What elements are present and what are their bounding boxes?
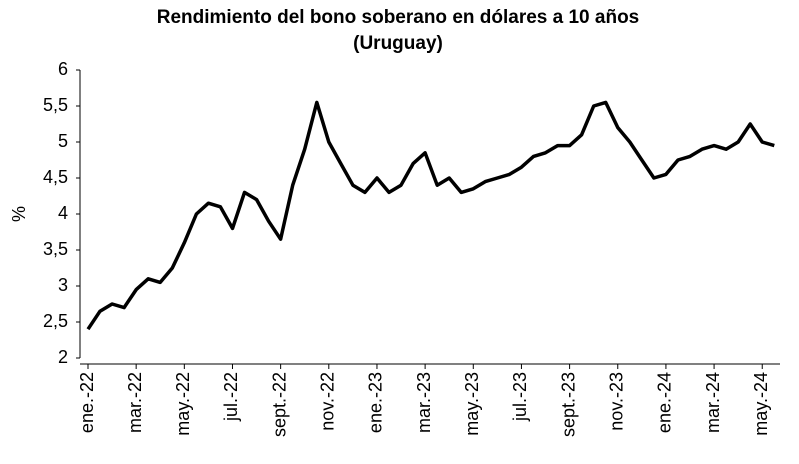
y-tick-label: 6 — [58, 59, 68, 79]
x-tick-label: mar.-24 — [703, 372, 723, 433]
y-tick-label: 2 — [58, 347, 68, 367]
x-tick-label: sept.-22 — [269, 372, 289, 437]
x-tick-label: jul.-22 — [221, 372, 241, 422]
y-tick-label: 3 — [58, 275, 68, 295]
x-tick-label: ene.-22 — [77, 372, 97, 433]
y-tick-label: 5,5 — [43, 95, 68, 115]
line-series — [86, 100, 775, 331]
x-tick-label: sept.-23 — [558, 372, 578, 437]
x-tick-label: jul.-23 — [510, 372, 530, 422]
y-tick-label: 3,5 — [43, 239, 68, 259]
y-tick-label: 5 — [58, 131, 68, 151]
x-tick-label: ene.-24 — [655, 372, 675, 433]
x-tick-label: may.-23 — [462, 372, 482, 436]
x-tick-label: mar.-23 — [414, 372, 434, 433]
y-tick-label: 2,5 — [43, 311, 68, 331]
y-tick-label: 4 — [58, 203, 68, 223]
x-tick-label: nov.-23 — [607, 372, 627, 431]
y-axis-label: % — [9, 206, 29, 222]
chart-subtitle: (Uruguay) — [353, 33, 443, 54]
x-tick-label: may.-24 — [751, 372, 771, 436]
y-tick-label: 4,5 — [43, 167, 68, 187]
x-tick-label: may.-22 — [173, 372, 193, 436]
chart-title: Rendimiento del bono soberano en dólares… — [157, 7, 640, 28]
x-tick-label: mar.-22 — [125, 372, 145, 433]
x-tick-label: nov.-22 — [318, 372, 338, 431]
x-tick-label: ene.-23 — [366, 372, 386, 433]
